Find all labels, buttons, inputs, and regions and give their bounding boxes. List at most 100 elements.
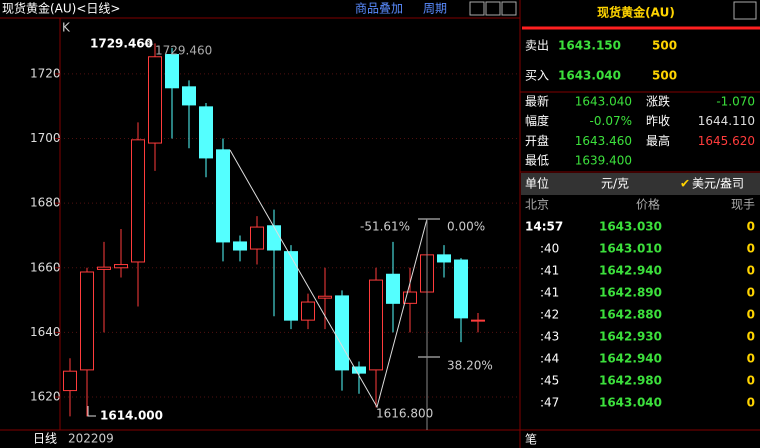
unit-alt[interactable]: 美元/盎司 [692,177,744,191]
sell-price: 1643.150 [558,39,621,53]
y-tick-label: 1680 [30,196,61,210]
tick-time: 14:57 [525,220,563,234]
annotation: 1614.000 [100,409,163,423]
stat-value: 1643.040 [575,95,632,109]
stat-label: 开盘 [525,133,549,148]
candle-body [165,54,179,89]
btn[interactable] [485,1,501,16]
candle-body [250,226,264,250]
candle-body [114,264,128,269]
annotation: 0.00% [447,220,485,234]
candle-body [318,295,332,299]
tick-header: 价格 [636,197,660,212]
stat-value: 1645.620 [698,134,755,148]
tick-volume: 0 [747,220,755,234]
candle-body [80,271,94,371]
date-label: 202209 [68,432,114,446]
y-tick-label: 1720 [30,66,61,80]
candle-body [267,225,281,251]
drawing-tools [87,40,440,430]
top-bar [0,0,520,18]
corner-label: K [62,21,71,35]
candle-body [369,279,383,371]
unit-value[interactable]: 元/克 [601,177,629,191]
candle-body [335,295,349,371]
tick-header: 北京 [525,198,549,212]
tick-time: :44 [540,352,559,366]
tick-price: 1643.030 [599,220,662,234]
btn[interactable] [501,1,517,16]
tick-volume: 0 [747,374,755,388]
stat-label: 最高 [646,133,670,148]
period-label: 日线 [33,432,57,446]
tick-volume: 0 [747,242,755,256]
candle-body [216,149,230,243]
candle-body [131,139,145,263]
period-button[interactable]: 周期 [423,2,447,16]
stat-label: 昨收 [646,114,670,128]
tick-time: :47 [540,396,559,410]
tick-header: 现手 [731,198,755,212]
candle-body [352,366,366,374]
chart-title: 现货黄金(AU)<日线> [2,1,120,16]
buy-volume: 500 [652,69,677,83]
tick-price: 1642.890 [599,286,662,300]
sell-label: 卖出 [525,39,549,53]
candle-body [386,273,400,304]
candle-body [148,56,162,144]
tick-price: 1642.940 [599,264,662,278]
stat-value: 1644.110 [698,114,755,128]
tick-price: 1642.930 [599,330,662,344]
tick-time: :41 [540,264,559,278]
buy-label: 买入 [525,69,549,83]
window-buttons [469,1,517,16]
stat-value: 1643.460 [575,134,632,148]
candle-body [97,266,111,270]
unit-label: 单位 [525,176,549,191]
candle-body [63,370,77,392]
tick-volume: 0 [747,396,755,410]
check: ✔ [680,177,690,191]
annotation: 1616.800 [376,407,433,421]
tick-volume: 0 [747,308,755,322]
candle-body [233,241,247,251]
tick-time: :41 [540,286,559,300]
tick-volume: 0 [747,352,755,366]
tick-volume: 0 [747,330,755,344]
y-tick-label: 1640 [30,325,61,339]
candle-body [284,251,298,321]
quote-title: 现货黄金(AU) [597,5,675,20]
tick-price: 1642.880 [599,308,662,322]
y-tick-label: 1660 [30,260,61,274]
close-btn[interactable] [733,1,757,20]
tick-volume: 0 [747,286,755,300]
overlay-button[interactable]: 商品叠加 [355,1,403,16]
btn[interactable] [469,1,485,16]
unit-bar [521,173,760,195]
y-tick-label: 1700 [30,131,61,145]
annotation: -51.61% [360,220,410,234]
stat-label: 幅度 [525,113,549,128]
tick-price: 1643.040 [599,396,662,410]
candle-body [403,291,417,304]
stat-value: -1.070 [716,95,755,109]
tick-price: 1642.940 [599,352,662,366]
tick-price: 1643.010 [599,242,662,256]
stat-label: 最低 [525,154,549,168]
candle-body [199,106,213,159]
tick-price: 1642.980 [599,374,662,388]
tick-time: :40 [540,242,559,256]
tick-time: :42 [540,308,559,322]
footer-tab[interactable]: 笔 [525,432,537,447]
candle-body [301,301,315,321]
stat-label: 涨跌 [646,94,670,109]
trend-line [229,149,428,409]
stat-label: 最新 [525,94,549,109]
tick-time: :43 [540,330,559,344]
candle-body [437,254,451,263]
sell-volume: 500 [652,39,677,53]
candle-body [182,86,196,106]
